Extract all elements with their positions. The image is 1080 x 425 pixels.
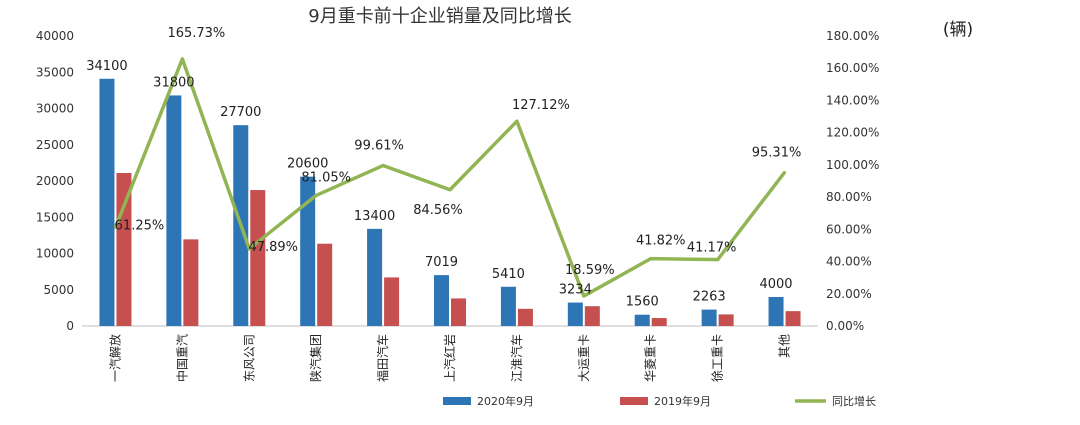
y-left-tick-label: 40000 xyxy=(36,29,74,43)
y-left-tick-label: 20000 xyxy=(36,174,74,188)
growth-point xyxy=(783,170,787,174)
axes-layer: 0500010000150002000025000300003500040000… xyxy=(36,29,880,382)
y-right-tick-label: 0.00% xyxy=(826,319,864,333)
y-right-tick-label: 180.00% xyxy=(826,29,879,43)
y-left-tick-label: 25000 xyxy=(36,138,74,152)
x-category-label: 上汽红岩 xyxy=(442,334,457,382)
bar-2019 xyxy=(183,239,199,326)
unit-label: (辆) xyxy=(943,20,973,40)
bar-2020 xyxy=(634,314,650,326)
bar-2020-value-label: 34100 xyxy=(86,59,127,74)
bar-2020 xyxy=(768,297,784,326)
bar-2020-value-label: 3234 xyxy=(559,283,592,298)
bar-2020 xyxy=(300,176,316,326)
bar-2020-value-label: 27700 xyxy=(220,105,261,120)
bar-2019 xyxy=(584,306,600,326)
x-category-label: 陕汽集团 xyxy=(308,334,323,382)
bars-layer xyxy=(99,78,801,327)
growth-point xyxy=(247,247,251,251)
y-right-tick-label: 80.00% xyxy=(826,190,872,204)
bar-2019 xyxy=(651,318,667,326)
chart-title: 9月重卡前十企业销量及同比增长 xyxy=(308,6,571,27)
growth-point xyxy=(649,257,653,261)
growth-point xyxy=(515,119,519,123)
growth-point xyxy=(113,225,117,229)
legend-label-growth: 同比增长 xyxy=(832,394,876,408)
growth-point xyxy=(716,258,720,262)
bar-2020 xyxy=(567,302,583,326)
y-right-tick-label: 160.00% xyxy=(826,61,879,75)
y-left-tick-label: 10000 xyxy=(36,247,74,261)
line-layer xyxy=(113,57,787,298)
bar-2020 xyxy=(166,95,182,326)
bar-2020 xyxy=(99,78,115,327)
growth-point xyxy=(180,57,184,61)
legend: 2020年9月 2019年9月 同比增长 xyxy=(443,394,876,408)
legend-label-2020: 2020年9月 xyxy=(477,394,534,408)
y-left-tick-label: 5000 xyxy=(43,283,74,297)
bar-2019 xyxy=(250,190,266,326)
bar-2020 xyxy=(701,309,717,326)
y-right-tick-label: 40.00% xyxy=(826,255,872,269)
growth-value-label: 95.31% xyxy=(752,145,802,160)
growth-value-label: 41.17% xyxy=(687,241,737,256)
y-right-tick-label: 60.00% xyxy=(826,222,872,236)
bar-2020-value-label: 2263 xyxy=(693,290,726,305)
growth-value-label: 81.05% xyxy=(301,170,351,185)
bar-2020-value-label: 4000 xyxy=(759,277,792,292)
x-category-label: 江淮汽车 xyxy=(509,334,524,382)
x-category-label: 其他 xyxy=(778,334,792,358)
x-category-label: 华菱重卡 xyxy=(644,334,658,382)
legend-label-2019: 2019年9月 xyxy=(654,394,711,408)
bar-2020 xyxy=(500,286,516,326)
bar-2020-value-label: 31800 xyxy=(153,75,194,90)
growth-value-label: 165.73% xyxy=(167,26,225,41)
legend-swatch-2020 xyxy=(443,397,471,405)
x-category-label: 东风公司 xyxy=(242,334,256,382)
y-left-tick-label: 15000 xyxy=(36,210,74,224)
data-labels-layer: 34100 31800 27700 20600 13400 7019 5410 3234 156… xyxy=(86,26,801,310)
x-category-label: 一汽解放 xyxy=(107,334,122,382)
growth-point xyxy=(381,164,385,168)
growth-value-label: 61.25% xyxy=(115,218,165,233)
bar-2020-value-label: 5410 xyxy=(492,267,525,282)
growth-value-label: 127.12% xyxy=(512,98,570,113)
x-category-label: 中国重汽 xyxy=(174,334,189,382)
bar-2019 xyxy=(317,243,333,326)
bar-2019 xyxy=(384,277,400,326)
x-category-label: 福田汽车 xyxy=(375,334,390,382)
growth-value-label: 84.56% xyxy=(413,203,463,218)
growth-point xyxy=(582,294,586,298)
bar-2020-value-label: 1560 xyxy=(626,295,659,310)
bar-2020 xyxy=(367,228,383,326)
y-right-tick-label: 120.00% xyxy=(826,126,879,140)
x-category-label: 大运重卡 xyxy=(577,334,591,382)
bar-2019 xyxy=(517,308,533,326)
y-left-tick-label: 35000 xyxy=(36,65,74,79)
y-left-tick-label: 0 xyxy=(66,319,74,333)
growth-point xyxy=(314,193,318,197)
y-right-tick-label: 140.00% xyxy=(826,93,879,107)
growth-value-label: 99.61% xyxy=(354,139,404,154)
bar-2020-value-label: 20600 xyxy=(287,157,328,172)
y-right-tick-label: 20.00% xyxy=(826,287,872,301)
growth-value-label: 18.59% xyxy=(565,263,615,278)
growth-value-label: 47.89% xyxy=(248,240,298,255)
bar-2019 xyxy=(451,298,466,326)
x-category-label: 徐工重卡 xyxy=(710,334,725,382)
bar-2020-value-label: 7019 xyxy=(425,255,458,270)
bar-2019 xyxy=(785,311,801,326)
growth-value-label: 41.82% xyxy=(636,234,686,249)
bar-2020-value-label: 13400 xyxy=(354,209,395,224)
growth-point xyxy=(448,188,452,192)
y-right-tick-label: 100.00% xyxy=(826,158,879,172)
bar-2019 xyxy=(718,314,734,326)
bar-2020 xyxy=(434,275,449,326)
y-left-tick-label: 30000 xyxy=(36,102,74,116)
legend-swatch-2019 xyxy=(620,397,648,405)
